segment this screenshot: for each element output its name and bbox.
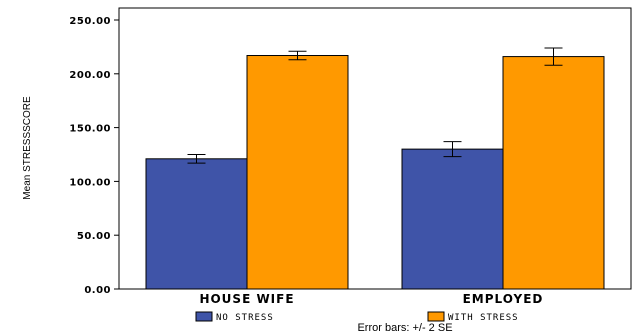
- y-axis-label: Mean STRESSSCORE: [22, 96, 33, 200]
- legend-swatch-with-stress: [427, 311, 445, 322]
- bar-with-stress-house-wife: [246, 55, 349, 290]
- x-axis: HOUSE WIFE EMPLOYED: [199, 292, 544, 306]
- bar-with-stress-employed: [502, 56, 605, 290]
- y-tick-label: 100.00: [69, 177, 111, 188]
- y-tick-label: 150.00: [69, 124, 111, 135]
- y-tick-label: 250.00: [69, 16, 111, 27]
- bar-no-stress-house-wife: [145, 158, 248, 290]
- y-tick-label: 0.00: [84, 285, 111, 296]
- bars: [145, 55, 605, 290]
- bar-no-stress-employed: [401, 148, 504, 290]
- legend-swatch-no-stress: [195, 311, 213, 322]
- y-axis: 0.00 50.00 100.00 150.00 200.00 250.00: [69, 16, 119, 296]
- legend-label-no-stress: NO STRESS: [216, 313, 274, 323]
- legend-label-with-stress: WITH STRESS: [448, 313, 519, 323]
- y-tick-label: 50.00: [77, 231, 111, 242]
- y-tick-label: 200.00: [69, 70, 111, 81]
- error-bars-note: Error bars: +/- 2 SE: [357, 322, 452, 334]
- legend: NO STRESS WITH STRESS: [195, 311, 519, 323]
- x-tick-label: HOUSE WIFE: [199, 292, 294, 306]
- x-tick-label: EMPLOYED: [463, 292, 544, 306]
- plot-frame: [118, 7, 632, 290]
- error-bars: [187, 47, 563, 164]
